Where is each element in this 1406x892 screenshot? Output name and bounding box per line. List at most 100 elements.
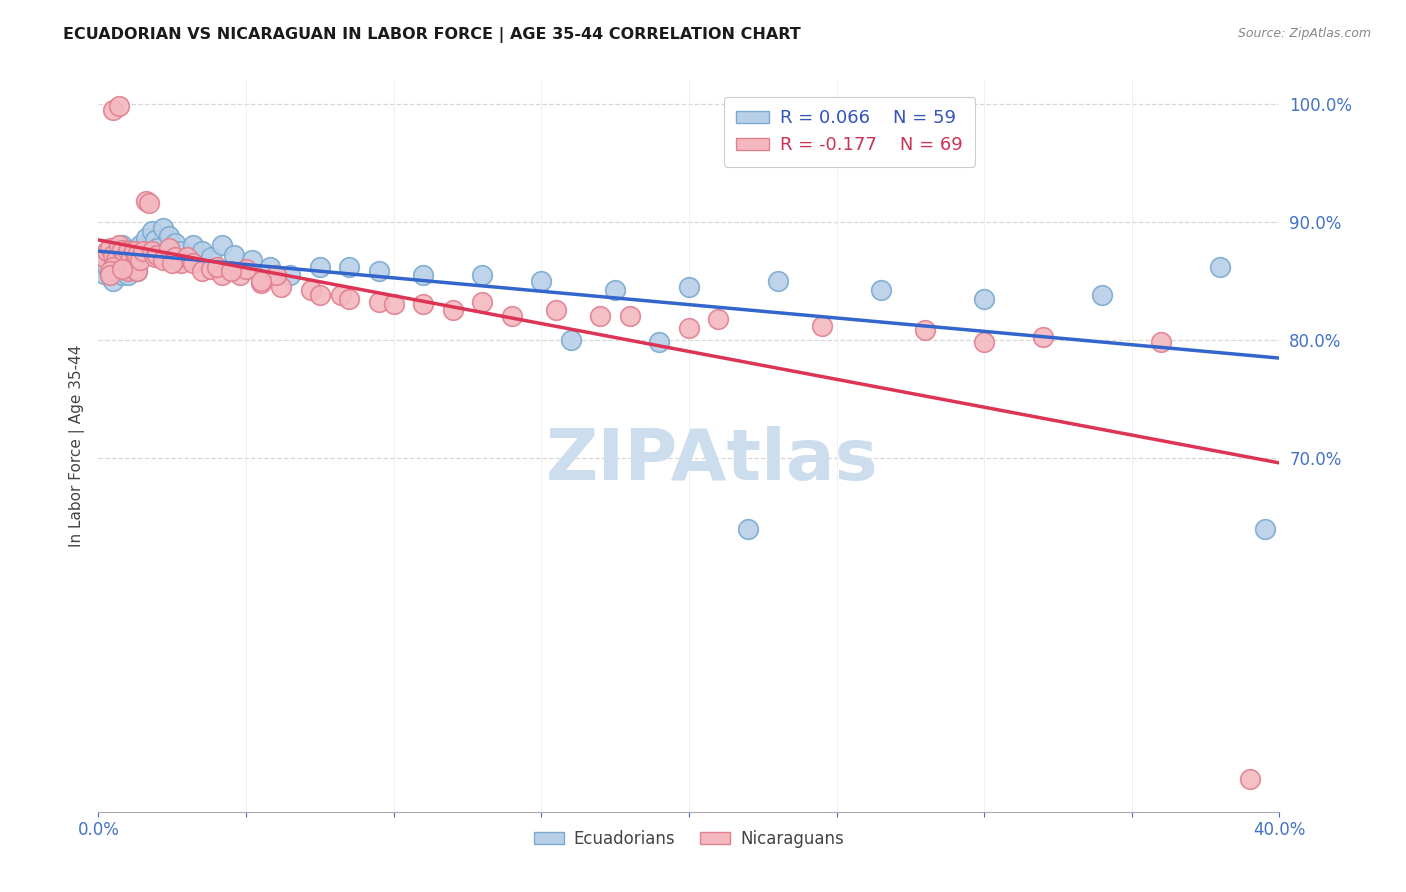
- Point: [125, 264, 148, 278]
- Point: [111, 243, 134, 257]
- Point: [191, 244, 214, 259]
- Point: [240, 252, 263, 267]
- Point: [105, 252, 128, 267]
- Point: [737, 522, 759, 536]
- Point: [98, 268, 121, 282]
- Point: [108, 260, 131, 274]
- Point: [125, 264, 148, 278]
- Point: [441, 303, 464, 318]
- Point: [143, 233, 166, 247]
- Point: [678, 321, 700, 335]
- Point: [103, 260, 125, 274]
- Point: [117, 268, 139, 282]
- Point: [766, 274, 789, 288]
- Point: [200, 262, 222, 277]
- Point: [146, 241, 169, 255]
- Point: [157, 241, 180, 255]
- Point: [368, 264, 391, 278]
- Point: [870, 283, 893, 297]
- Text: Source: ZipAtlas.com: Source: ZipAtlas.com: [1237, 27, 1371, 40]
- Point: [605, 283, 627, 297]
- Point: [810, 318, 832, 333]
- Point: [117, 250, 139, 264]
- Point: [270, 279, 292, 293]
- Point: [678, 279, 700, 293]
- Point: [120, 244, 142, 259]
- Point: [914, 323, 936, 337]
- Point: [162, 256, 183, 270]
- Point: [135, 231, 157, 245]
- Point: [103, 274, 125, 288]
- Point: [264, 268, 287, 282]
- Point: [98, 264, 121, 278]
- Point: [229, 268, 252, 282]
- Point: [122, 252, 145, 267]
- Point: [205, 260, 228, 274]
- Point: [648, 335, 671, 350]
- Point: [176, 252, 198, 267]
- Point: [108, 244, 131, 259]
- Point: [132, 241, 155, 255]
- Point: [382, 297, 405, 311]
- Point: [471, 268, 494, 282]
- Point: [841, 144, 863, 158]
- Point: [122, 244, 145, 259]
- Point: [114, 243, 136, 257]
- Point: [146, 248, 169, 262]
- Point: [1091, 288, 1114, 302]
- Point: [224, 248, 246, 262]
- Point: [368, 295, 391, 310]
- Point: [546, 303, 568, 318]
- Point: [280, 268, 302, 282]
- Point: [339, 260, 361, 274]
- Point: [412, 268, 434, 282]
- Point: [135, 194, 157, 208]
- Point: [170, 244, 193, 259]
- Point: [143, 250, 166, 264]
- Text: ECUADORIAN VS NICARAGUAN IN LABOR FORCE | AGE 35-44 CORRELATION CHART: ECUADORIAN VS NICARAGUAN IN LABOR FORCE …: [63, 27, 801, 43]
- Point: [530, 274, 553, 288]
- Point: [114, 252, 136, 267]
- Point: [235, 262, 257, 277]
- Point: [152, 220, 174, 235]
- Point: [181, 256, 204, 270]
- Point: [117, 264, 139, 278]
- Point: [1150, 335, 1173, 350]
- Point: [1239, 772, 1261, 786]
- Point: [96, 260, 118, 274]
- Point: [309, 288, 332, 302]
- Point: [619, 310, 641, 324]
- Point: [108, 99, 131, 113]
- Point: [250, 276, 273, 290]
- Point: [1032, 330, 1054, 344]
- Point: [117, 244, 139, 259]
- Point: [412, 297, 434, 311]
- Point: [973, 335, 995, 350]
- Point: [125, 248, 148, 262]
- Point: [103, 248, 125, 262]
- Point: [165, 250, 187, 264]
- Y-axis label: In Labor Force | Age 35-44: In Labor Force | Age 35-44: [69, 345, 84, 547]
- Point: [105, 264, 128, 278]
- Point: [973, 292, 995, 306]
- Point: [125, 248, 148, 262]
- Point: [471, 295, 494, 310]
- Point: [122, 243, 145, 257]
- Point: [165, 236, 187, 251]
- Point: [96, 244, 118, 259]
- Point: [128, 238, 150, 252]
- Point: [108, 238, 131, 252]
- Point: [157, 229, 180, 244]
- Point: [339, 292, 361, 306]
- Text: ZIPAtlas: ZIPAtlas: [547, 426, 879, 495]
- Point: [309, 260, 332, 274]
- Point: [122, 262, 145, 277]
- Point: [128, 252, 150, 267]
- Point: [211, 268, 233, 282]
- Point: [299, 283, 322, 297]
- Point: [138, 244, 160, 259]
- Point: [1254, 522, 1277, 536]
- Point: [138, 196, 160, 211]
- Point: [1209, 260, 1232, 274]
- Point: [152, 252, 174, 267]
